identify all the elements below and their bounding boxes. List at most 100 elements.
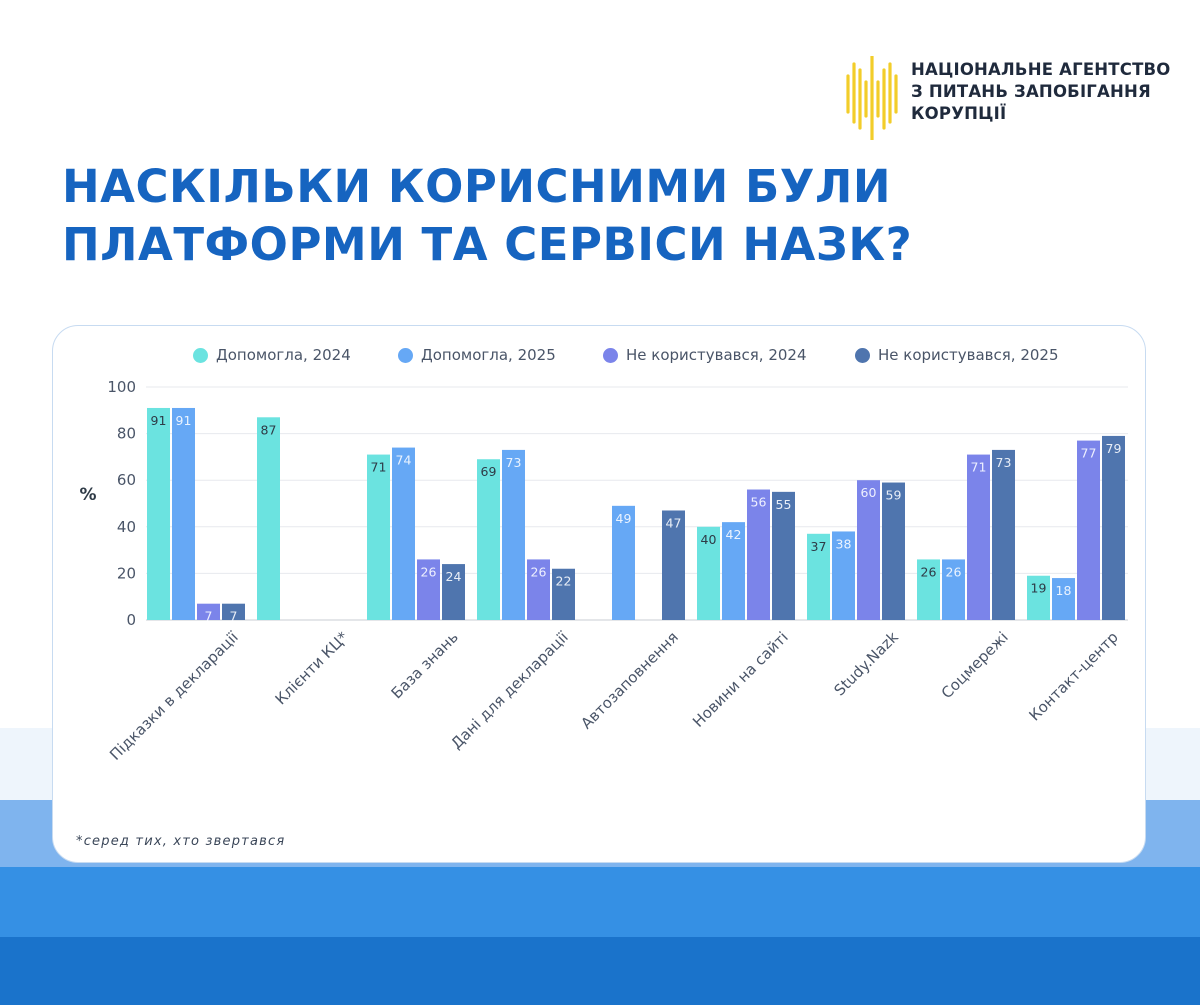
bar-6-0 [807, 533, 830, 620]
legend-item-unused-2025: Не користувався, 2025 [855, 344, 1059, 366]
bar-2-2 [417, 559, 440, 620]
page-title: НАСКІЛЬКИ КОРИСНИМИ БУЛИ ПЛАТФОРМИ ТА СЕ… [62, 158, 1062, 274]
bar-value-label-6-1: 38 [836, 536, 852, 551]
bar-value-label-6-3: 59 [886, 488, 902, 503]
bar-4-3 [662, 510, 685, 620]
bar-1-0 [257, 417, 280, 620]
x-tick-label-4: Автозаповнення [577, 628, 681, 732]
bar-2-1 [392, 447, 415, 620]
bar-0-3 [222, 603, 245, 620]
y-tick-label-80: 80 [117, 425, 136, 443]
footnote: *серед тих, хто звертався [76, 834, 286, 849]
page-title-line-1: НАСКІЛЬКИ КОРИСНИМИ БУЛИ [62, 160, 891, 213]
bar-value-label-3-2: 26 [531, 564, 547, 579]
bar-2-3 [442, 564, 465, 620]
bar-value-label-6-2: 60 [861, 485, 877, 500]
legend-swatch-help-2025 [398, 347, 413, 363]
bar-8-0 [1027, 575, 1050, 620]
chart-legend: Допомогла, 2024 Допомогла, 2025 Не корис… [193, 344, 1113, 366]
bar-2-0 [367, 454, 390, 620]
bar-value-label-1-0: 87 [261, 422, 277, 437]
bar-value-label-4-3: 47 [666, 515, 682, 530]
bar-value-label-0-1: 91 [176, 413, 192, 428]
x-tick-label-1: Клієнти КЦ* [272, 628, 353, 709]
nazk-logo: НАЦІОНАЛЬНЕ АГЕНТСТВО З ПИТАНЬ ЗАПОБІГАН… [845, 56, 1171, 140]
nazk-logo-icon [846, 56, 898, 140]
bar-value-label-7-2: 71 [971, 460, 987, 475]
logo-line-2: З ПИТАНЬ ЗАПОБІГАННЯ [911, 82, 1151, 101]
y-tick-label-60: 60 [117, 471, 136, 489]
x-tick-label-7: Соцмережі [938, 628, 1012, 702]
bar-3-0 [477, 459, 500, 620]
bar-value-label-2-0: 71 [371, 460, 387, 475]
legend-item-unused-2024: Не користувався, 2024 [603, 344, 807, 366]
y-tick-label-0: 0 [126, 611, 136, 629]
bar-8-2 [1077, 440, 1100, 620]
y-tick-label-100: 100 [107, 378, 136, 396]
background-band-blue [0, 867, 1200, 937]
bar-value-label-8-3: 79 [1106, 441, 1122, 456]
bar-value-label-0-3: 7 [230, 609, 238, 624]
bar-value-label-6-0: 37 [811, 539, 827, 554]
bar-6-2 [857, 480, 880, 620]
bar-value-label-0-2: 7 [205, 609, 213, 624]
bar-value-label-3-3: 22 [556, 574, 572, 589]
bar-value-label-5-3: 55 [776, 497, 792, 512]
bar-value-label-2-1: 74 [396, 453, 412, 468]
bar-value-label-0-0: 91 [151, 413, 167, 428]
bar-6-3 [882, 482, 905, 620]
bar-8-3 [1102, 435, 1125, 620]
bar-value-label-5-1: 42 [726, 527, 742, 542]
x-tick-label-3: Дані для декларації [447, 628, 572, 753]
legend-label-unused-2025: Не користувався, 2025 [878, 346, 1059, 364]
legend-label-help-2025: Допомогла, 2025 [421, 346, 556, 364]
bar-7-0 [917, 559, 940, 620]
legend-swatch-unused-2024 [603, 347, 618, 363]
bar-value-label-5-2: 56 [751, 495, 767, 510]
legend-item-help-2025: Допомогла, 2025 [398, 344, 556, 366]
bar-5-3 [772, 491, 795, 620]
bar-7-1 [942, 559, 965, 620]
bar-6-1 [832, 531, 855, 620]
legend-item-help-2024: Допомогла, 2024 [193, 344, 351, 366]
background-band-dark [0, 937, 1200, 1005]
bar-value-label-2-3: 24 [446, 569, 462, 584]
bar-7-2 [967, 454, 990, 620]
bar-value-label-3-0: 69 [481, 464, 497, 479]
logo-line-3: КОРУПЦІЇ [911, 104, 1007, 123]
bar-7-3 [992, 449, 1015, 620]
logo-line-1: НАЦІОНАЛЬНЕ АГЕНТСТВО [911, 60, 1171, 79]
y-tick-label-40: 40 [117, 518, 136, 536]
legend-label-help-2024: Допомогла, 2024 [216, 346, 351, 364]
bar-5-1 [722, 522, 745, 620]
bar-value-label-4-1: 49 [616, 511, 632, 526]
bar-3-1 [502, 449, 525, 620]
page-title-line-2: ПЛАТФОРМИ ТА СЕРВІСИ НАЗК? [62, 218, 913, 271]
bar-4-1 [612, 505, 635, 620]
bar-value-label-8-2: 77 [1081, 446, 1097, 461]
y-tick-label-20: 20 [117, 564, 136, 582]
bar-value-label-7-0: 26 [921, 564, 937, 579]
x-tick-label-0: Підказки в декларації [106, 628, 242, 764]
bar-0-0 [147, 407, 170, 620]
y-axis-label: % [79, 485, 96, 505]
bar-3-2 [527, 559, 550, 620]
bar-0-2 [197, 603, 220, 620]
bar-5-2 [747, 489, 770, 620]
bar-5-0 [697, 526, 720, 620]
bar-value-label-8-0: 19 [1031, 581, 1047, 596]
legend-swatch-help-2024 [193, 347, 208, 363]
bar-value-label-5-0: 40 [701, 532, 717, 547]
x-tick-label-2: База знань [388, 628, 462, 702]
bar-3-3 [552, 568, 575, 620]
bar-0-1 [172, 407, 195, 620]
bar-value-label-7-1: 26 [946, 564, 962, 579]
x-tick-label-8: Контакт-центр [1025, 628, 1121, 724]
bar-value-label-2-2: 26 [421, 564, 437, 579]
legend-label-unused-2024: Не користувався, 2024 [626, 346, 807, 364]
x-tick-label-5: Новини на сайті [689, 628, 792, 731]
bar-8-1 [1052, 578, 1075, 620]
bar-value-label-8-1: 18 [1056, 583, 1072, 598]
legend-swatch-unused-2025 [855, 347, 870, 363]
